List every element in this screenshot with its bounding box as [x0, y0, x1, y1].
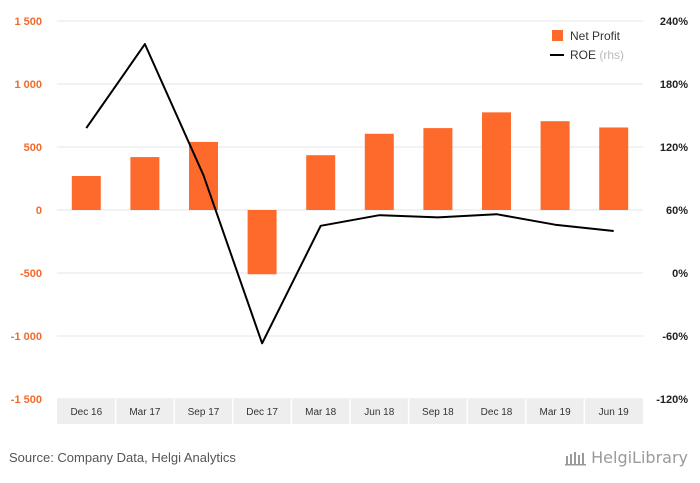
- bar-net-profit: [482, 112, 511, 210]
- x-tick-label: Mar 19: [540, 407, 572, 418]
- x-tick-label: Mar 17: [129, 407, 161, 418]
- y-left-tick-label: 0: [36, 205, 42, 217]
- roe-line: [85, 43, 614, 345]
- x-tick-label: Jun 19: [599, 407, 629, 418]
- legend-label-roe: ROE (rhs): [570, 48, 624, 62]
- bar-net-profit: [423, 128, 453, 210]
- y-right-tick-label: 0%: [672, 268, 688, 280]
- y-left-tick-label: 1 500: [14, 16, 42, 28]
- legend-label-net-profit: Net Profit: [570, 29, 621, 43]
- y-left-tick-label: 500: [24, 142, 42, 154]
- x-tick-label: Dec 17: [246, 407, 278, 418]
- bar-net-profit: [130, 157, 160, 210]
- y-right-tick-label: -60%: [662, 331, 688, 343]
- y-right-tick-label: 120%: [660, 142, 688, 154]
- legend: Net Profit ROE (rhs): [550, 29, 624, 62]
- bar-net-profit: [306, 155, 336, 210]
- bar-net-profit: [599, 127, 629, 210]
- y-left-tick-label: -500: [20, 268, 42, 280]
- y-right-tick-label: 60%: [666, 205, 688, 217]
- legend-swatch-net-profit: [552, 30, 563, 41]
- x-tick-label: Jun 18: [364, 407, 394, 418]
- y-left-tick-label: 1 000: [14, 79, 42, 91]
- y-right-tick-label: 180%: [660, 79, 688, 91]
- source-note: Source: Company Data, Helgi Analytics: [9, 450, 236, 465]
- bar-net-profit: [71, 175, 101, 210]
- line-roe: [85, 43, 614, 345]
- x-tick-label: Dec 18: [481, 407, 513, 418]
- legend-label-roe-suffix: (rhs): [599, 48, 624, 62]
- x-axis-labels: Dec 16 Mar 17 Sep 17 Dec 17 Mar 18 Jun 18 Sep …: [70, 407, 629, 418]
- x-tick-label: Sep 18: [422, 407, 454, 418]
- y-left-tick-label: -1 000: [11, 331, 42, 343]
- brand-logo: HelgiLibrary: [565, 448, 688, 467]
- y-axis-left: 1 500 1 000 500 0 -500 -1 000 -1 500: [11, 16, 42, 406]
- bar-net-profit: [364, 133, 394, 210]
- x-tick-label: Sep 17: [188, 407, 220, 418]
- x-tick-label: Dec 16: [70, 407, 102, 418]
- y-axis-right: 240% 180% 120% 60% 0% -60% -120%: [656, 16, 688, 406]
- y-right-tick-label: -120%: [656, 394, 688, 406]
- x-axis-band: [57, 399, 643, 424]
- x-tick-label: Mar 18: [305, 407, 337, 418]
- y-right-tick-label: 240%: [660, 16, 688, 28]
- bar-net-profit: [247, 210, 277, 275]
- y-left-tick-label: -1 500: [11, 394, 42, 406]
- brand-name: HelgiLibrary: [591, 448, 688, 467]
- bars: [71, 112, 629, 275]
- bar-net-profit: [540, 121, 570, 210]
- chart: 1 500 1 000 500 0 -500 -1 000 -1 500 240% 180% 1…: [11, 16, 688, 424]
- library-icon: [565, 451, 587, 465]
